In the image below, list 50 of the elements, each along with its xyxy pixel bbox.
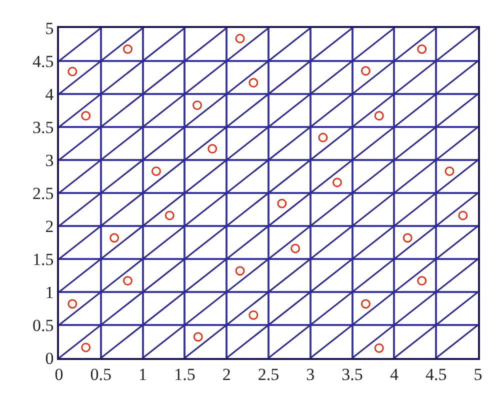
point <box>151 166 161 176</box>
point <box>417 44 427 54</box>
point <box>235 34 245 44</box>
x-tick-label: 2.5 <box>258 365 280 384</box>
point <box>68 66 78 76</box>
point <box>458 210 468 220</box>
y-tick-label: 2 <box>45 216 54 236</box>
point <box>374 343 384 353</box>
point <box>81 111 91 121</box>
point <box>208 144 218 154</box>
point <box>235 266 245 276</box>
point <box>360 299 370 309</box>
y-tick-label: 0 <box>45 348 54 368</box>
point <box>360 66 370 76</box>
point <box>417 276 427 286</box>
x-tick-label: 1 <box>138 365 148 384</box>
point <box>164 210 174 220</box>
x-tick-label: 1.5 <box>174 365 196 384</box>
x-tick-label: 2 <box>222 365 231 384</box>
point <box>193 332 203 342</box>
point <box>248 78 258 88</box>
point <box>402 233 412 243</box>
point <box>444 166 454 176</box>
point <box>332 178 342 188</box>
y-tick-label: 1.5 <box>32 250 54 269</box>
point <box>192 100 202 110</box>
y-tick-label: 5 <box>45 18 54 38</box>
x-tick-label: 4 <box>390 365 399 384</box>
point <box>277 198 287 208</box>
y-tick-label: 1 <box>45 282 54 302</box>
x-tick-label: 5 <box>474 365 482 384</box>
x-tick-label: 3.5 <box>342 365 363 384</box>
point <box>81 342 91 352</box>
y-tick-label: 0.5 <box>32 316 54 335</box>
point <box>122 276 132 286</box>
point <box>290 244 300 254</box>
y-tick-label: 3.5 <box>32 118 54 137</box>
point <box>110 233 120 243</box>
x-tick-label: 4.5 <box>425 365 447 384</box>
y-tick-label: 4 <box>45 84 54 104</box>
point <box>248 310 258 320</box>
x-tick-label: 0.5 <box>90 365 112 384</box>
point <box>318 132 328 142</box>
x-tick-label: 3 <box>306 365 315 384</box>
y-tick-label: 4.5 <box>32 52 54 71</box>
y-tick-label: 2.5 <box>32 184 54 203</box>
point <box>68 299 78 309</box>
y-tick-label: 3 <box>45 150 54 170</box>
point <box>374 111 384 121</box>
point <box>122 44 132 54</box>
